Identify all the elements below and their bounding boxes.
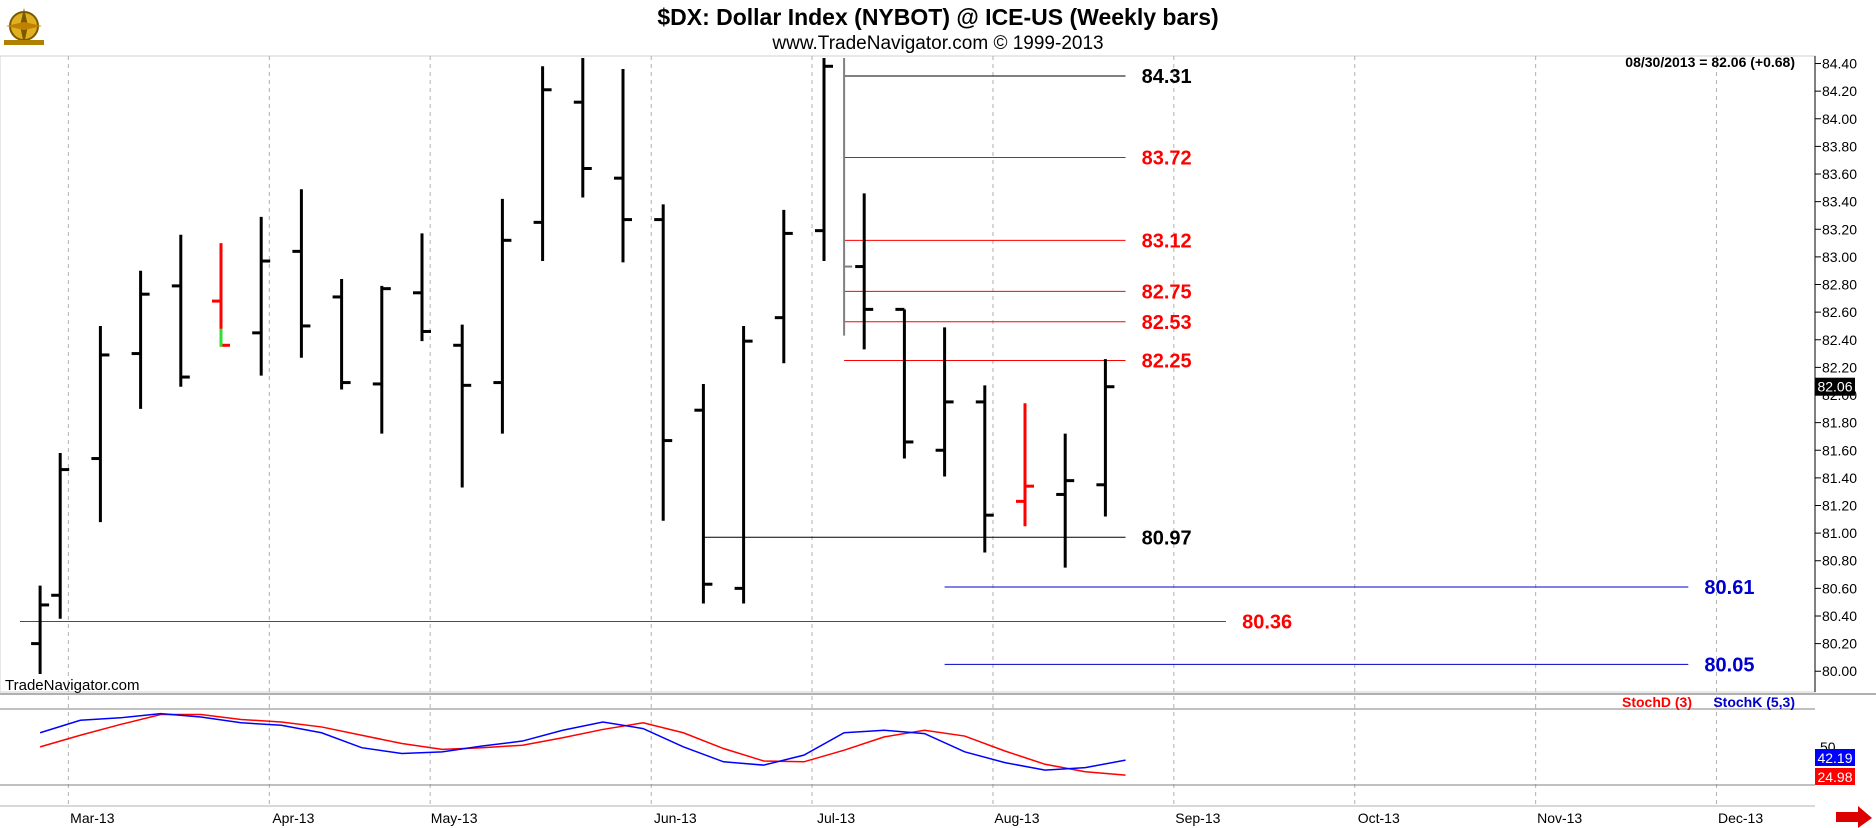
price-tick-label: 83.40	[1822, 194, 1857, 210]
date-tick-oct-13: Oct-13	[1358, 810, 1400, 826]
ohlc-bar	[252, 216, 271, 376]
support-resistance-levels: 84.31 83.72 83.12 82.75 82.53 82.25 80.97 80.61…	[20, 58, 1754, 676]
ohlc-bar	[895, 307, 914, 459]
level-label-82.53: 82.53	[1142, 312, 1192, 334]
watermark: TradeNavigator.com	[5, 677, 140, 694]
level-label-83.12: 83.12	[1142, 230, 1192, 252]
price-tick-label: 82.40	[1822, 332, 1857, 348]
stoch-k-badge: 42.19	[1815, 749, 1855, 766]
price-tick-label: 83.20	[1822, 221, 1857, 237]
price-tick-label: 82.80	[1822, 277, 1857, 293]
level-label-80.61: 80.61	[1704, 577, 1754, 599]
ohlc-bar	[1016, 403, 1034, 527]
stoch-d-legend: StochD (3)	[1622, 694, 1692, 710]
ohlc-bar	[774, 209, 793, 364]
ohlc-bar	[51, 453, 70, 619]
price-tick-label: 81.20	[1822, 497, 1857, 513]
level-label-80.97: 80.97	[1142, 527, 1192, 549]
date-axis: Mar-13 Apr-13 May-13 Jun-13 Jul-13 Aug-13 Sep-…	[70, 810, 1763, 826]
price-tick-label: 82.20	[1822, 359, 1857, 375]
stoch-k-value: 42.19	[1817, 750, 1852, 766]
ohlc-bar	[171, 234, 190, 387]
ohlc-bar	[734, 325, 753, 604]
price-tick-label: 81.40	[1822, 470, 1857, 486]
chart-title: $DX: Dollar Index (NYBOT) @ ICE-US (Week…	[657, 4, 1218, 30]
ohlc-bar	[1096, 359, 1115, 517]
price-tick-label: 80.60	[1822, 580, 1857, 596]
date-tick-jul-13: Jul-13	[817, 810, 855, 826]
level-label-84.31: 84.31	[1142, 66, 1192, 88]
ohlc-bar	[131, 270, 150, 409]
price-tick-label: 80.40	[1822, 608, 1857, 624]
ohlc-bars	[31, 58, 1115, 674]
ohlc-bar	[292, 189, 311, 358]
chart-subtitle: www.TradeNavigator.com © 1999-2013	[771, 33, 1103, 54]
ohlc-bar	[694, 383, 713, 604]
ohlc-bar	[573, 58, 592, 198]
stoch-k-line	[39, 712, 1126, 771]
level-label-80.05: 80.05	[1704, 654, 1754, 676]
price-panel	[0, 55, 1816, 693]
price-tick-label: 83.80	[1822, 138, 1857, 154]
date-tick-apr-13: Apr-13	[272, 810, 314, 826]
price-tick-label: 82.60	[1822, 304, 1857, 320]
ohlc-bar	[614, 69, 632, 263]
price-tick-label: 84.00	[1822, 111, 1857, 127]
stoch-d-badge: 24.98	[1815, 768, 1855, 785]
last-price-label: 82.06	[1817, 379, 1852, 395]
level-label-80.36: 80.36	[1242, 612, 1292, 634]
price-tick-label: 80.80	[1822, 553, 1857, 569]
ohlc-bar	[654, 204, 673, 521]
price-tick-label: 81.60	[1822, 442, 1857, 458]
compass-logo-icon	[4, 8, 44, 45]
logo	[4, 8, 44, 45]
ohlc-bar	[372, 285, 391, 434]
price-tick-label: 80.00	[1822, 663, 1857, 679]
stoch-k-legend: StochK (5,3)	[1713, 694, 1795, 710]
level-label-83.72: 83.72	[1142, 147, 1192, 169]
ohlc-bar	[453, 324, 472, 488]
ohlc-bar	[332, 278, 351, 390]
last-price-badge: 82.06	[1815, 377, 1855, 396]
ohlc-bar	[91, 325, 110, 523]
date-tick-jun-13: Jun-13	[654, 810, 697, 826]
price-axis: 84.40 84.20 84.00 83.80 83.60 83.40 83.20 83.00…	[1814, 56, 1857, 692]
date-tick-may-13: May-13	[431, 810, 478, 826]
price-tick-label: 84.40	[1822, 56, 1857, 72]
level-label-82.75: 82.75	[1142, 281, 1192, 303]
date-tick-mar-13: Mar-13	[70, 810, 115, 826]
ohlc-bar	[413, 233, 431, 342]
ohlc-bar	[935, 327, 954, 477]
date-tick-aug-13: Aug-13	[994, 810, 1039, 826]
price-tick-label: 83.00	[1822, 249, 1857, 265]
level-label-82.25: 82.25	[1142, 350, 1192, 372]
stoch-d-line	[39, 713, 1126, 776]
date-tick-nov-13: Nov-13	[1537, 810, 1582, 826]
last-quote: 08/30/2013 = 82.06 (+0.68)	[1625, 54, 1795, 70]
scroll-right-arrow-icon[interactable]	[1836, 806, 1872, 828]
date-tick-dec-13: Dec-13	[1718, 810, 1763, 826]
ohlc-bar	[212, 243, 230, 347]
ohlc-bar	[975, 385, 994, 553]
ohlc-bar	[533, 66, 552, 262]
price-tick-label: 81.00	[1822, 525, 1857, 541]
ohlc-bar	[1056, 433, 1075, 568]
price-tick-label: 84.20	[1822, 83, 1857, 99]
stoch-d-value: 24.98	[1817, 769, 1852, 785]
date-tick-sep-13: Sep-13	[1175, 810, 1220, 826]
price-tick-label: 80.20	[1822, 636, 1857, 652]
price-tick-label: 83.60	[1822, 166, 1857, 182]
ohlc-bar	[855, 193, 874, 350]
ohlc-bar	[815, 58, 833, 262]
price-tick-label: 81.80	[1822, 415, 1857, 431]
stochastic-panel	[0, 708, 1815, 786]
ohlc-bar	[493, 198, 512, 434]
ohlc-bar	[31, 585, 50, 674]
month-gridlines	[67, 56, 1718, 806]
